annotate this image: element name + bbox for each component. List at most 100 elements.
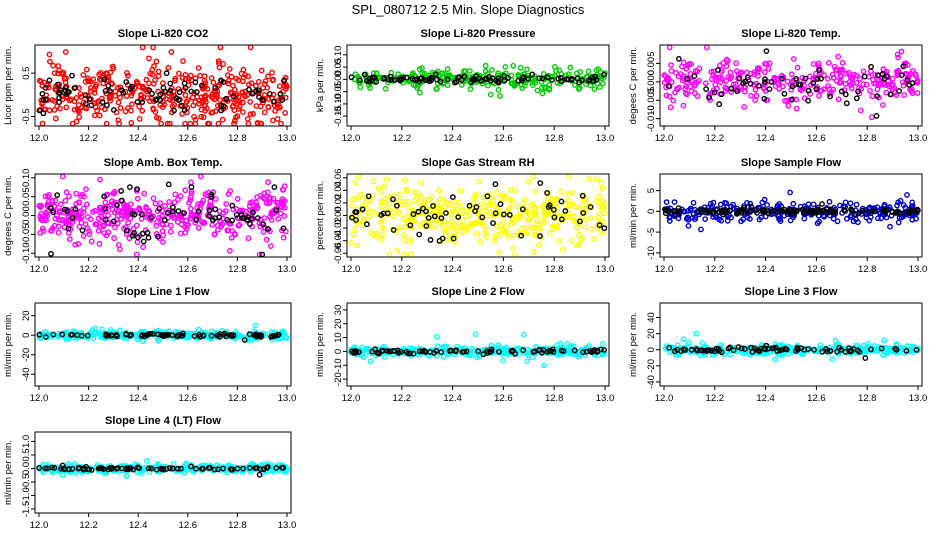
x-tick-label: 12.4 xyxy=(443,133,462,144)
data-point xyxy=(400,199,407,205)
data-point xyxy=(816,67,822,74)
y-tick-label: 0 xyxy=(21,333,32,338)
data-point xyxy=(582,224,589,231)
data-point xyxy=(143,76,150,83)
data-point xyxy=(772,356,778,363)
data-point xyxy=(704,347,710,353)
data-point xyxy=(260,194,266,201)
data-point xyxy=(742,346,748,352)
data-point xyxy=(85,77,92,84)
x-tick-label: 12.4 xyxy=(756,393,775,404)
x-tick-label: 13.0 xyxy=(278,520,297,531)
data-point xyxy=(558,198,565,205)
data-point xyxy=(538,204,545,211)
data-point xyxy=(235,222,242,229)
data-point xyxy=(136,206,143,213)
data-point xyxy=(283,83,290,90)
data-point xyxy=(225,191,232,198)
data-point xyxy=(140,84,147,91)
data-point xyxy=(781,90,788,97)
data-point xyxy=(247,44,254,51)
data-point xyxy=(692,214,698,221)
data-point xyxy=(189,94,196,101)
points-layer xyxy=(662,330,921,363)
data-point xyxy=(113,465,120,472)
data-point xyxy=(484,82,491,89)
data-point xyxy=(748,92,754,99)
data-point xyxy=(279,464,286,471)
data-point xyxy=(55,81,61,88)
data-point xyxy=(417,192,424,199)
data-point xyxy=(102,88,109,94)
data-point xyxy=(848,347,855,354)
data-point xyxy=(195,208,202,215)
y-tick-label: -0.04 xyxy=(333,230,344,252)
data-point xyxy=(71,85,78,92)
data-point xyxy=(278,120,284,127)
data-point xyxy=(436,205,443,212)
data-point xyxy=(562,208,569,214)
data-point xyxy=(508,347,515,354)
data-point xyxy=(666,214,673,221)
data-point xyxy=(439,70,446,77)
x-tick-label: 12.6 xyxy=(494,133,513,144)
data-point xyxy=(757,345,764,352)
data-point xyxy=(556,237,562,244)
data-point xyxy=(216,217,223,224)
data-point xyxy=(76,209,83,216)
data-point xyxy=(182,229,189,236)
data-point xyxy=(195,326,202,333)
data-point xyxy=(182,187,189,194)
data-point xyxy=(241,215,248,222)
data-point xyxy=(563,76,570,83)
data-point xyxy=(69,72,75,79)
y-tick-label: 0.5 xyxy=(21,67,32,80)
data-point xyxy=(873,113,880,119)
data-point xyxy=(738,218,744,225)
data-point xyxy=(685,339,692,346)
x-tick-label: 12.2 xyxy=(706,264,725,275)
data-point xyxy=(501,72,508,79)
data-point xyxy=(155,68,162,75)
data-point xyxy=(250,111,257,117)
data-point xyxy=(801,215,808,222)
data-point xyxy=(224,227,231,234)
data-point xyxy=(580,349,587,356)
x-tick-label: 12.4 xyxy=(129,264,148,275)
data-point xyxy=(363,221,370,228)
y-tick-label: -20 xyxy=(21,348,32,362)
data-point xyxy=(419,348,426,355)
data-point xyxy=(734,88,740,95)
data-point xyxy=(123,227,130,234)
data-point xyxy=(663,84,669,91)
data-point xyxy=(390,213,397,220)
data-point xyxy=(408,236,415,243)
data-point xyxy=(738,345,745,352)
data-point xyxy=(246,331,253,338)
data-point xyxy=(670,97,677,104)
data-point xyxy=(148,214,155,221)
data-point xyxy=(576,241,582,248)
data-point xyxy=(47,205,54,212)
data-point xyxy=(363,198,370,205)
points-layer xyxy=(348,173,608,258)
data-point xyxy=(353,217,359,223)
series-selected xyxy=(665,48,916,119)
data-point xyxy=(171,107,177,114)
data-point xyxy=(885,78,892,85)
data-point xyxy=(761,95,768,102)
data-point xyxy=(212,196,219,203)
data-point xyxy=(678,348,684,355)
data-point xyxy=(68,331,75,338)
chart-line2: Slope Line 2 Flow 12.0 12.2 12.4 12.6 12.8 13.… xyxy=(315,286,614,404)
data-point xyxy=(217,44,224,51)
x-tick-label: 12.2 xyxy=(706,393,725,404)
chart-rh: Slope Gas Stream RH 12.0 12.2 12.4 12.6 12.8 1… xyxy=(315,157,614,275)
data-point xyxy=(676,55,682,62)
x-tick-label: 12.8 xyxy=(858,264,877,275)
data-point xyxy=(107,326,114,333)
data-point xyxy=(247,111,254,118)
data-point xyxy=(786,209,793,216)
data-point xyxy=(388,76,395,83)
series-selected xyxy=(349,180,608,244)
